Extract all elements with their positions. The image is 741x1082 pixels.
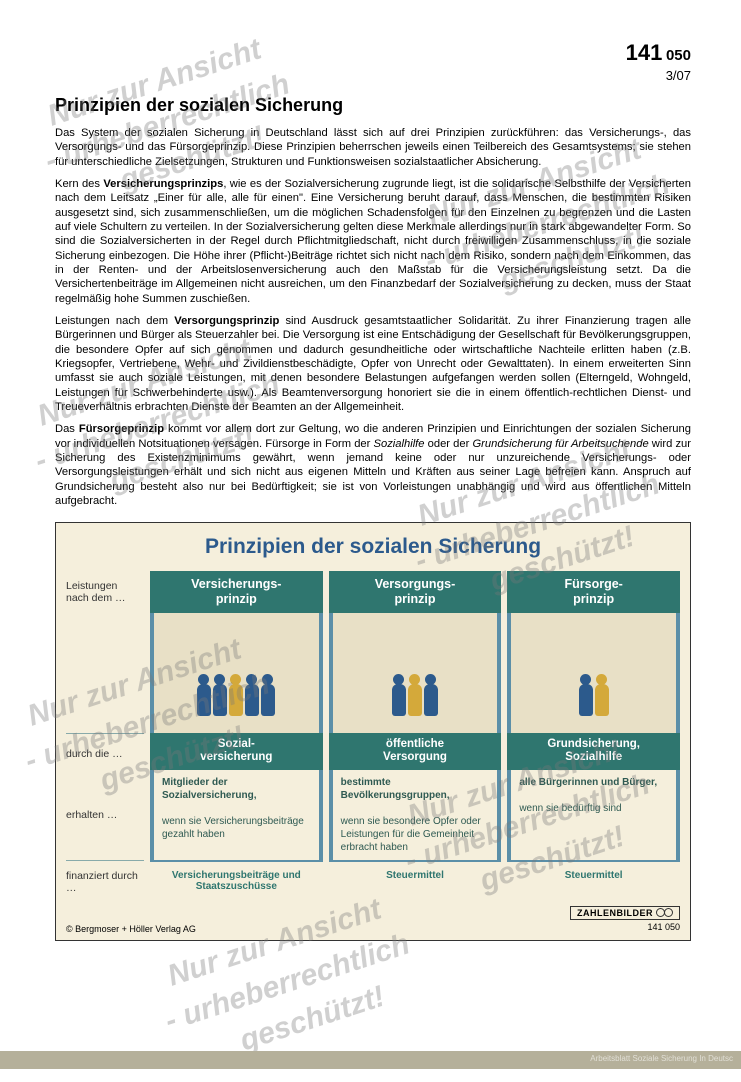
para-1: Das System der sozialen Sicherung in Deu…	[55, 126, 691, 169]
col1-sub: Sozial-versicherung	[150, 733, 323, 769]
person-icon	[593, 674, 611, 729]
col1-receive: Mitglieder der Sozialversicherung, wenn …	[150, 770, 323, 860]
page-number: 141 050	[55, 40, 691, 66]
row-label-1: Leistungen nach dem …	[66, 571, 144, 613]
page: 141 050 3/07 Prinzipien der sozialen Sic…	[0, 0, 741, 961]
col2-fund: Steuermittel	[329, 860, 502, 900]
body-text: Das System der sozialen Sicherung in Deu…	[55, 126, 691, 508]
row-label-3: erhalten …	[66, 770, 144, 860]
copyright: © Bergmoser + Höller Verlag AG	[66, 924, 196, 934]
col2-head: Versorgungs-prinzip	[329, 571, 502, 613]
brand-badge: ZAHLENBILDER	[570, 906, 680, 920]
col3-fund: Steuermittel	[507, 860, 680, 900]
footer-strip: Arbeitsblatt Soziale Sicherung In Deutsc	[0, 1051, 741, 1069]
col3-receive: alle Bürgerinnen und Bürger, wenn sie be…	[507, 770, 680, 860]
row-label-2: durch die …	[66, 733, 144, 769]
col2-sub: öffentlicheVersorgung	[329, 733, 502, 769]
info-title: Prinzipien der sozialen Sicherung	[66, 535, 680, 559]
col3-illus	[507, 613, 680, 733]
col1-fund: Versicherungsbeiträge und Staatszuschüss…	[150, 860, 323, 900]
col3-head: Fürsorge-prinzip	[507, 571, 680, 613]
page-num-mid: 050	[666, 47, 691, 64]
col1-illus	[150, 613, 323, 733]
info-bottom: ZAHLENBILDER	[66, 906, 680, 920]
info-grid: Leistungen nach dem … Versicherungs-prin…	[66, 571, 680, 899]
para-4: Das Fürsorgeprinzip kommt vor allem dort…	[55, 422, 691, 508]
page-title: Prinzipien der sozialen Sicherung	[55, 95, 691, 116]
para-3: Leistungen nach dem Versorgungsprinzip s…	[55, 314, 691, 414]
row-label-4: finanziert durch …	[66, 860, 144, 900]
person-icon	[422, 674, 440, 729]
col1-head: Versicherungs-prinzip	[150, 571, 323, 613]
page-num-big: 141	[626, 40, 663, 65]
page-date: 3/07	[55, 68, 691, 83]
col2-illus	[329, 613, 502, 733]
col2-receive: bestimmte Bevölkerungsgruppen, wenn sie …	[329, 770, 502, 860]
para-2: Kern des Versicherungsprinzips, wie es d…	[55, 177, 691, 306]
ring-icon	[664, 908, 673, 917]
person-icon	[259, 674, 277, 729]
infographic: Prinzipien der sozialen Sicherung Leistu…	[55, 522, 691, 940]
info-code: 141 050	[647, 922, 680, 934]
col3-sub: Grundsicherung,Sozialhilfe	[507, 733, 680, 769]
